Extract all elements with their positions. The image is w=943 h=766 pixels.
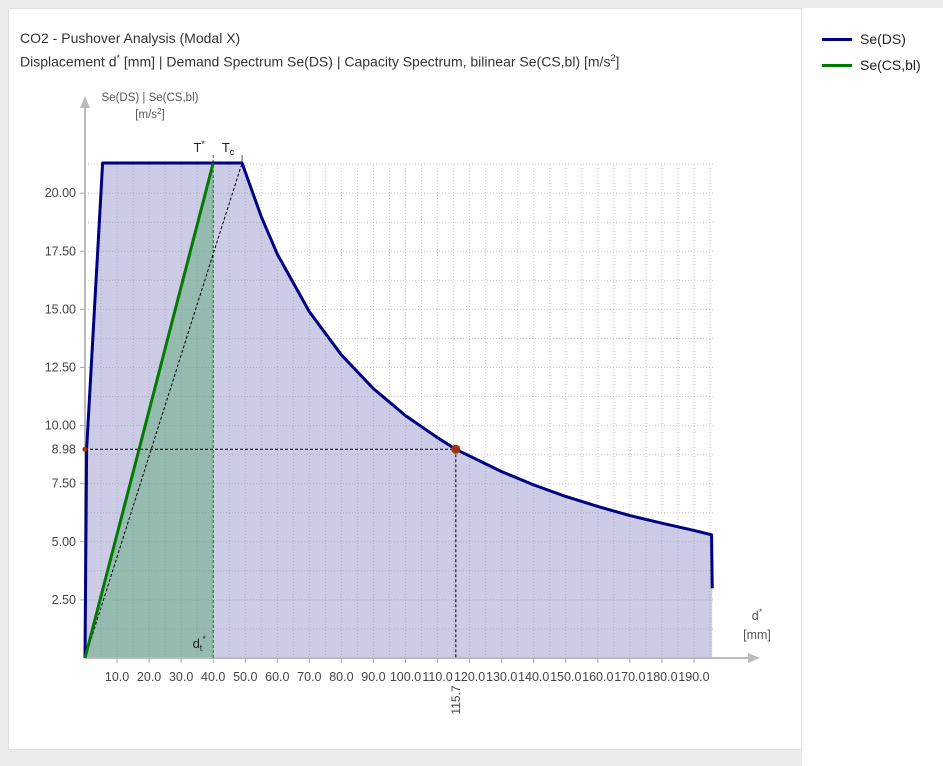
performance-point (451, 444, 461, 454)
y-tick-label: 20.00 (45, 186, 76, 200)
legend-swatch-se-cs-bl (822, 63, 852, 67)
x-tick-label: 160.0 (582, 670, 613, 684)
y-tick-label: 12.50 (45, 361, 76, 375)
x-tick-label: 120.0 (454, 670, 485, 684)
x-tick-label: 150.0 (550, 670, 581, 684)
y-tick-label: 7.50 (52, 477, 76, 491)
y-axis-unit: [m/s2] (135, 107, 164, 121)
chart-subtitle: Displacement d* [mm] | Demand Spectrum S… (20, 53, 620, 70)
x-tick-label: 90.0 (361, 670, 385, 684)
performance-y-label: 8.98 (52, 442, 76, 456)
x-tick-label: 40.0 (201, 670, 225, 684)
x-axis-arrow (748, 653, 760, 663)
x-tick-label: 60.0 (265, 670, 289, 684)
legend-item-se-ds[interactable]: Se(DS) (822, 30, 906, 48)
x-tick-label: 70.0 (297, 670, 321, 684)
x-tick-label: 80.0 (329, 670, 353, 684)
y-axis-arrow (80, 96, 90, 108)
x-tick-label: 190.0 (678, 670, 709, 684)
y-tick-label: 10.00 (45, 419, 76, 433)
legend-pane: Se(DS) Se(CS,bl) (802, 8, 943, 766)
label-t-star: T* (193, 139, 205, 155)
label-tc: Tc (222, 140, 235, 157)
x-tick-label: 140.0 (518, 670, 549, 684)
y-tick-label: 2.50 (52, 593, 76, 607)
x-tick-label: 170.0 (614, 670, 645, 684)
x-tick-label: 110.0 (422, 670, 452, 684)
x-tick-label: 10.0 (105, 670, 129, 684)
legend-swatch-se-ds (822, 37, 852, 41)
x-tick-label: 50.0 (233, 670, 257, 684)
series-line-se-cs-bl (83, 162, 215, 659)
y-tick-label: 15.00 (45, 302, 76, 316)
x-tick-label: 30.0 (169, 670, 193, 684)
line-tc-ray (84, 162, 243, 659)
legend-item-se-cs-bl[interactable]: Se(CS,bl) (822, 56, 921, 74)
series-line-se-ds (83, 161, 714, 659)
x-tick-label: 130.0 (486, 670, 517, 684)
legend-label-se-cs-bl: Se(CS,bl) (860, 57, 921, 73)
y-tick-label: 17.50 (45, 244, 76, 258)
y-tick-label: 5.00 (52, 535, 76, 549)
legend-label-se-ds: Se(DS) (860, 31, 906, 47)
x-axis-unit: [mm] (743, 628, 771, 642)
x-tick-label: 180.0 (646, 670, 677, 684)
y-axis-label: Se(DS) | Se(CS,bl) (102, 92, 199, 104)
x-axis-label: d* (752, 607, 763, 623)
x-tick-label: 20.0 (137, 670, 161, 684)
performance-point-axis-marker (82, 446, 88, 452)
chart-title: CO2 - Pushover Analysis (Modal X) (20, 30, 241, 46)
performance-x-label: 115.7 (449, 685, 463, 714)
x-tick-label: 100.0 (390, 670, 421, 684)
